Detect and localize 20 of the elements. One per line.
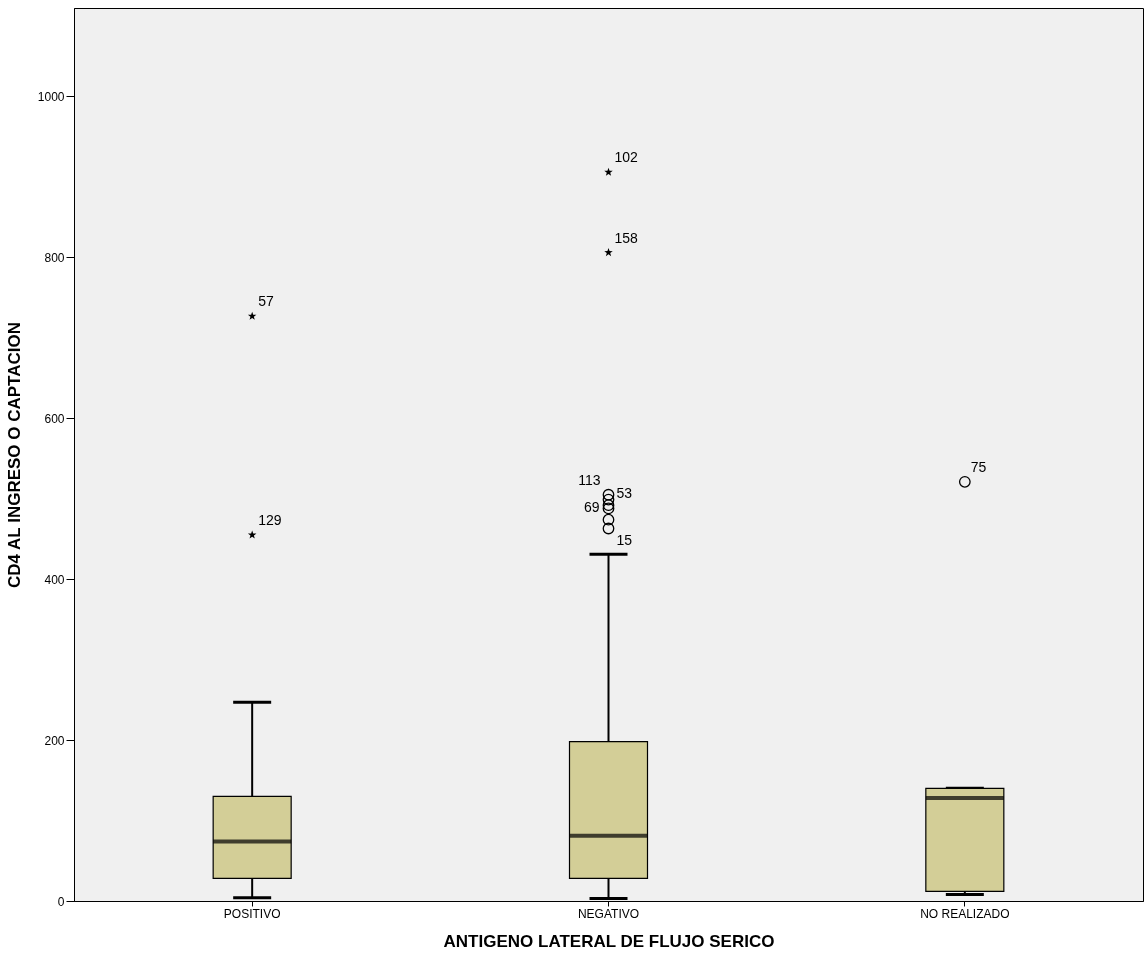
- y-tick-label: 0: [57, 894, 65, 909]
- y-tick-label: 400: [44, 572, 65, 587]
- annotation: 69: [583, 499, 600, 516]
- annotation: 75: [970, 458, 987, 475]
- x-tick-label: NEGATIVO: [577, 906, 640, 921]
- annotation: 102: [614, 149, 639, 166]
- y-axis-title: CD4 AL INGRESO O CAPTACION: [4, 321, 24, 589]
- annotation: 158: [614, 229, 639, 246]
- annotation: 57: [258, 293, 274, 310]
- annotation: 53: [616, 484, 633, 501]
- x-tick-label: NO REALIZADO: [920, 906, 1010, 921]
- y-tick-label: 800: [44, 250, 65, 265]
- annotation: 113: [578, 471, 601, 488]
- y-tick-label: 1000: [37, 90, 65, 104]
- y-tick-label: 200: [44, 733, 65, 748]
- annotation: 15: [616, 531, 633, 548]
- y-tick-label: 600: [44, 411, 65, 426]
- x-axis-title: ANTIGENO LATERAL DE FLUJO SERICO: [443, 931, 775, 951]
- x-tick-label: POSITIVO: [223, 906, 281, 921]
- annotation: 129: [258, 511, 282, 528]
